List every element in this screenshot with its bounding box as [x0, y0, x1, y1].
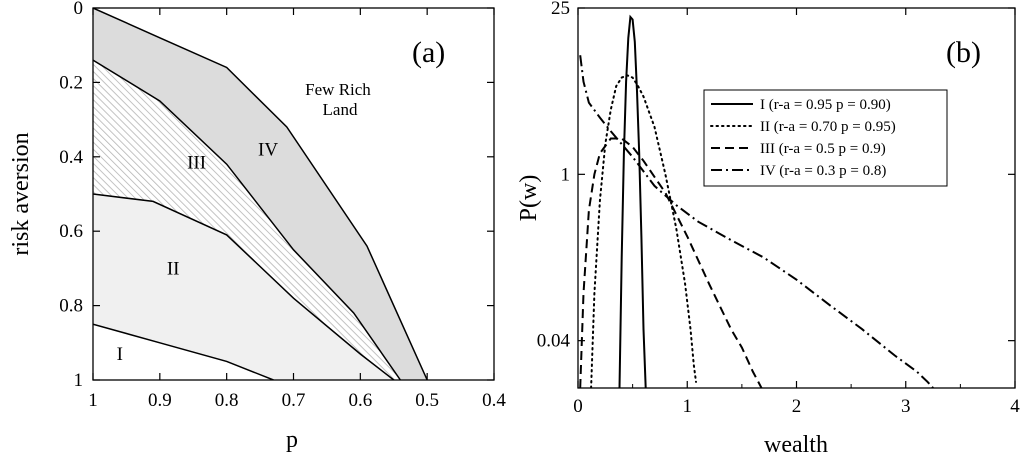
x-tick-label-b: 3 — [901, 396, 911, 417]
phase-boundaries — [93, 8, 428, 380]
region-label-iii: III — [187, 152, 206, 173]
x-tick-label-a: 0.8 — [215, 390, 239, 411]
boundary-line-2 — [93, 193, 395, 380]
y-tick-label-a: 1 — [74, 370, 84, 391]
x-tick-label-b: 0 — [573, 396, 583, 417]
boundary-line-3 — [93, 59, 402, 380]
x-tick-label-a: 0.4 — [482, 390, 506, 411]
annotation-line-2: Land — [323, 100, 358, 119]
region-i — [93, 324, 274, 380]
y-tick-label-b: 1 — [561, 164, 571, 185]
legend-label-3: III (r-a = 0.5 p = 0.9) — [760, 141, 886, 157]
y-tick-label-a: 0.6 — [59, 221, 83, 242]
region-iii — [93, 60, 401, 380]
x-axis-label-a: p — [286, 427, 298, 453]
boundary-line-1 — [93, 323, 274, 380]
panel-b: 0 1 2 3 4 0.04 1 25 (b) I (r-a = 0.95 p = 0.90)… — [516, 0, 1020, 456]
region-label-ii: II — [167, 258, 180, 279]
y-tick-label-a: 0.4 — [59, 147, 83, 168]
legend-box — [703, 89, 948, 187]
x-tick-label-b: 4 — [1010, 396, 1020, 417]
x-tick-label-a: 1 — [88, 390, 98, 411]
x-tick-label-b: 1 — [683, 396, 693, 417]
y-tick-label-a: 0.8 — [59, 296, 83, 317]
series-line-3 — [579, 137, 763, 388]
legend: I (r-a = 0.95 p = 0.90) II (r-a = 0.70 p … — [703, 89, 948, 187]
panel-label-b: (b) — [946, 36, 981, 69]
y-tick-label-a: 0.2 — [59, 72, 83, 93]
panel-a: 1 0.9 0.8 0.7 0.6 0.5 0.4 0 0.2 0.4 0.6 0.8 1 (a) Fe… — [8, 0, 506, 453]
phase-regions — [93, 8, 494, 380]
y-axis-label-b: P(w) — [516, 175, 542, 222]
ticks-b: 0 1 2 3 4 0.04 1 25 — [537, 0, 1021, 417]
region-label-iv: IV — [258, 139, 278, 160]
x-tick-label-a: 0.6 — [348, 390, 372, 411]
legend-label-4: IV (r-a = 0.3 p = 0.8) — [760, 163, 886, 179]
region-iv — [93, 8, 428, 380]
legend-label-1: I (r-a = 0.95 p = 0.90) — [760, 97, 891, 113]
annotation-line-1: Few Rich — [305, 80, 371, 99]
series-line-2 — [590, 74, 697, 388]
x-axis-label-b: wealth — [764, 432, 828, 456]
series-line-4 — [579, 55, 934, 388]
x-tick-label-a: 0.9 — [148, 390, 172, 411]
y-tick-label-a: 0 — [74, 0, 84, 19]
legend-label-2: II (r-a = 0.70 p = 0.95) — [760, 119, 896, 135]
y-tick-label-b: 25 — [551, 0, 570, 19]
series-lines — [579, 14, 934, 388]
region-label-i: I — [117, 344, 123, 365]
region-ii — [93, 194, 394, 380]
series-line-1 — [618, 14, 647, 388]
boundary-line-4 — [93, 8, 428, 380]
x-tick-label-b: 2 — [792, 396, 802, 417]
y-axis-label-a: risk aversion — [8, 132, 34, 255]
ticks-a: 1 0.9 0.8 0.7 0.6 0.5 0.4 0 0.2 0.4 0.6 0.8 1 — [59, 0, 506, 411]
y-tick-label-b: 0.04 — [537, 331, 571, 352]
x-tick-label-a: 0.5 — [415, 390, 439, 411]
x-tick-label-a: 0.7 — [282, 390, 306, 411]
panel-label-a: (a) — [412, 36, 445, 69]
